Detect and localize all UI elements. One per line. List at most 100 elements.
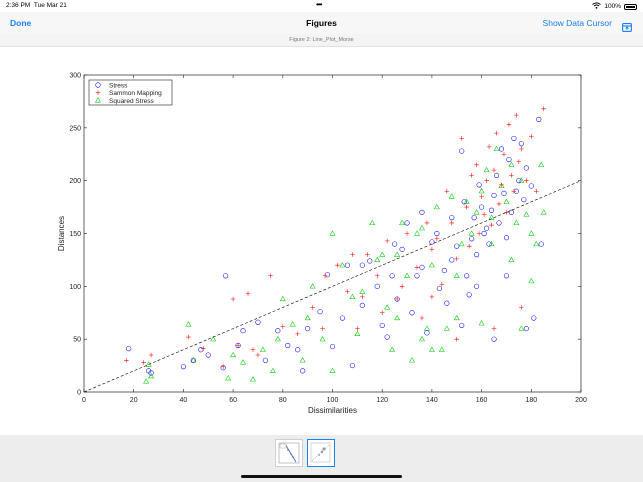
multitasking-dots[interactable]: ••• xyxy=(316,0,322,9)
data-point-plus xyxy=(320,326,325,331)
data-point-circle xyxy=(521,197,527,203)
data-point-plus xyxy=(519,305,524,310)
data-point-plus xyxy=(350,252,355,257)
data-point-circle xyxy=(466,292,472,298)
data-point-triangle xyxy=(339,262,346,268)
data-point-triangle xyxy=(433,203,440,210)
data-point-circle xyxy=(454,243,460,249)
figure-title: Figure 2: Line_Plot_Morse xyxy=(289,37,354,43)
data-point-plus xyxy=(414,265,420,270)
data-point-plus xyxy=(220,364,226,369)
data-point-triangle xyxy=(369,219,376,226)
y-tick-label: 200 xyxy=(69,178,81,185)
figure-thumbnail-1[interactable] xyxy=(275,439,303,467)
data-point-triangle xyxy=(359,288,366,294)
data-point-circle xyxy=(419,209,425,215)
data-point-circle xyxy=(459,322,465,329)
data-point-circle xyxy=(486,241,492,247)
legend-marker-plus xyxy=(95,90,101,95)
data-point-circle xyxy=(449,257,455,263)
data-point-triangle xyxy=(478,320,485,326)
data-point-plus xyxy=(295,331,301,337)
data-point-triangle xyxy=(518,177,525,183)
data-point-plus xyxy=(499,182,504,188)
data-point-triangle xyxy=(538,161,545,167)
done-button[interactable]: Done xyxy=(10,18,32,28)
data-point-circle xyxy=(180,364,186,370)
data-point-plus xyxy=(486,144,492,150)
data-point-plus xyxy=(429,294,435,300)
data-point-plus xyxy=(491,167,497,173)
data-point-triangle xyxy=(185,321,192,327)
data-point-circle xyxy=(424,330,430,336)
show-data-cursor-button[interactable]: Show Data Cursor xyxy=(542,18,612,28)
data-point-circle xyxy=(262,357,268,363)
data-point-circle xyxy=(476,182,482,188)
data-point-circle xyxy=(359,302,365,308)
x-tick-label: 160 xyxy=(476,397,488,404)
data-point-triangle xyxy=(250,376,256,382)
data-point-plus xyxy=(519,146,524,152)
data-point-plus xyxy=(469,173,474,178)
data-point-plus xyxy=(454,336,460,342)
data-point-plus xyxy=(454,256,460,262)
data-point-circle xyxy=(491,192,497,199)
navigation-bar: Done Figures Show Data Cursor xyxy=(0,12,643,34)
data-point-triangle xyxy=(418,336,425,342)
data-point-circle xyxy=(464,273,470,279)
data-point-circle xyxy=(474,283,480,289)
data-point-circle xyxy=(481,230,487,237)
data-point-circle xyxy=(483,225,490,231)
data-point-plus xyxy=(245,291,251,297)
data-point-triangle xyxy=(513,219,520,226)
data-point-plus xyxy=(141,360,146,365)
data-point-circle xyxy=(508,209,514,215)
data-point-plus xyxy=(394,296,400,302)
data-point-triangle xyxy=(148,372,155,379)
legend-box xyxy=(88,79,173,106)
data-point-circle xyxy=(503,273,510,279)
home-indicator[interactable] xyxy=(241,475,402,478)
data-point-plus xyxy=(479,194,484,199)
data-point-triangle xyxy=(259,346,266,352)
data-point-plus xyxy=(335,262,340,268)
data-point-triangle xyxy=(404,272,411,278)
data-point-triangle xyxy=(143,378,150,384)
figure-thumbnail-2[interactable] xyxy=(307,439,335,467)
data-point-triangle xyxy=(498,182,505,189)
data-point-plus xyxy=(476,231,482,236)
data-point-circle xyxy=(469,236,475,242)
data-point-circle xyxy=(511,135,517,141)
data-point-circle xyxy=(148,370,154,376)
x-tick-label: 100 xyxy=(327,397,339,404)
data-point-triangle xyxy=(488,214,495,220)
data-point-circle xyxy=(498,146,505,152)
data-point-triangle xyxy=(304,314,311,321)
data-point-circle xyxy=(295,347,301,353)
data-point-circle xyxy=(441,267,447,274)
data-point-circle xyxy=(255,319,261,325)
data-point-circle xyxy=(399,246,405,252)
data-point-triangle xyxy=(409,357,415,363)
y-tick-label: 150 xyxy=(69,231,81,238)
data-point-circle xyxy=(501,190,507,196)
share-icon[interactable] xyxy=(622,19,632,32)
y-tick-label: 250 xyxy=(69,125,81,132)
y-tick-label: 50 xyxy=(73,337,81,344)
data-point-triangle xyxy=(428,346,435,352)
thumbnail-chart-icon xyxy=(278,442,300,464)
data-point-plus xyxy=(355,326,360,331)
data-point-circle xyxy=(359,262,365,268)
data-point-plus xyxy=(529,133,534,139)
data-point-plus xyxy=(384,238,390,244)
data-point-plus xyxy=(310,305,315,310)
data-point-plus xyxy=(511,188,517,194)
legend-label: Sammon Mapping xyxy=(109,90,162,97)
data-point-plus xyxy=(501,151,507,157)
data-point-circle xyxy=(223,273,229,279)
data-point-circle xyxy=(444,300,450,306)
data-point-plus xyxy=(484,178,489,183)
data-point-triangle xyxy=(508,161,515,167)
data-point-triangle xyxy=(279,295,286,302)
data-point-triangle xyxy=(230,351,237,358)
